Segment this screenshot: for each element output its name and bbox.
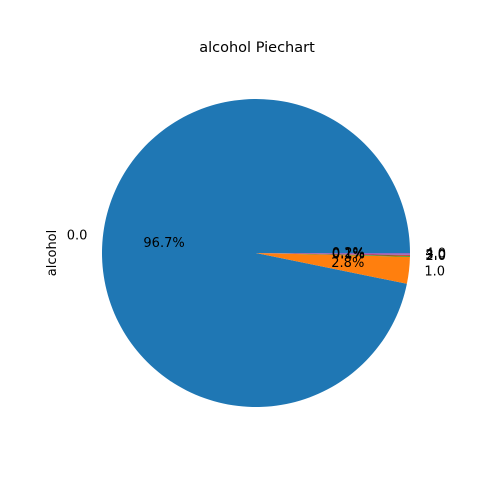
category-labels: 0.0 1.02.03.04.0 bbox=[67, 228, 446, 279]
chart-title: alcohol Piechart bbox=[199, 40, 315, 56]
category-label: 0.0 bbox=[67, 228, 88, 243]
pie-slice-4-0 bbox=[256, 253, 410, 255]
y-axis-label: alcohol bbox=[45, 230, 60, 276]
category-label: 1.0 bbox=[424, 265, 445, 280]
pie-slices bbox=[101, 99, 410, 408]
pie-slice-1-0 bbox=[256, 253, 410, 284]
percent-label: 96.7% bbox=[143, 236, 184, 251]
percent-labels: 96.7%2.8%0.1%0.1%0.2% bbox=[143, 236, 365, 271]
percent-label: 0.1% bbox=[332, 248, 365, 263]
pie-slice-3-0 bbox=[256, 253, 410, 256]
percent-label: 0.2% bbox=[332, 246, 365, 261]
pie-slice-0-0 bbox=[101, 99, 410, 408]
category-label: 4.0 bbox=[425, 247, 446, 262]
percent-label: 2.8% bbox=[331, 256, 364, 271]
category-label: 2.0 bbox=[425, 249, 446, 264]
percent-label: 0.1% bbox=[332, 247, 365, 262]
category-label: 3.0 bbox=[425, 248, 446, 263]
pie-slice-2-0 bbox=[256, 253, 410, 257]
